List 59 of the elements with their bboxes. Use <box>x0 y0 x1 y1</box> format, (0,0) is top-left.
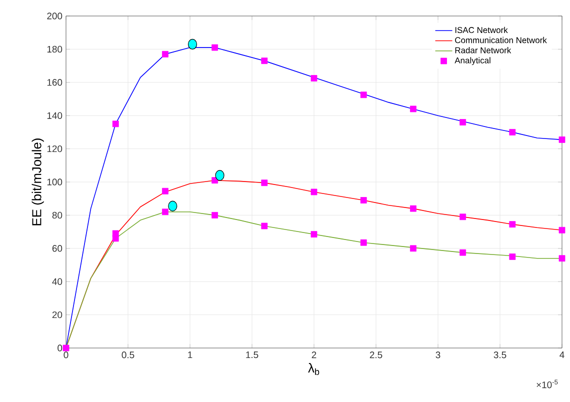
point <box>360 197 367 204</box>
point <box>168 200 178 212</box>
legend-label: ISAC Network <box>455 26 508 34</box>
point <box>162 208 168 216</box>
x-tick-label: 2.5 <box>370 352 382 358</box>
x-tick-label: 3.5 <box>494 352 506 358</box>
y-tick-label: 120 <box>47 145 62 152</box>
point <box>261 180 268 186</box>
y-tick-label: 100 <box>47 178 62 186</box>
point <box>360 92 367 98</box>
point <box>162 50 168 58</box>
x-tick-label: 4 <box>560 352 564 358</box>
point <box>310 188 318 196</box>
point <box>162 188 168 194</box>
point <box>558 136 566 143</box>
x-tick-label: 3 <box>436 352 440 358</box>
point <box>509 129 516 136</box>
point <box>460 214 466 220</box>
point <box>558 226 566 234</box>
point <box>360 239 367 246</box>
point <box>261 58 268 64</box>
x-tick-label: 1.5 <box>246 352 258 358</box>
x-tick-label: 0.5 <box>122 352 134 358</box>
point <box>112 120 119 128</box>
point <box>460 119 466 126</box>
text: ×10$^{-5}$ <box>536 380 558 388</box>
point <box>410 106 416 112</box>
legend-label: Analytical <box>454 57 490 66</box>
point <box>410 205 416 212</box>
point <box>112 235 119 242</box>
point <box>261 222 268 230</box>
y-tick-label: 20 <box>52 311 62 318</box>
legend-label: Radar Network <box>455 47 512 54</box>
x-tick-label: 1 <box>188 352 192 358</box>
y-tick-label: 40 <box>52 278 62 285</box>
legend-label: Communication Network <box>455 36 547 44</box>
point <box>215 170 224 181</box>
point <box>62 344 70 352</box>
y-tick-label: 140 <box>47 112 62 119</box>
point <box>558 255 566 262</box>
point <box>212 44 218 51</box>
point <box>310 231 318 238</box>
y-axis-title: EE (bit/mJoule) <box>32 138 44 226</box>
point <box>509 254 516 260</box>
point <box>188 38 198 50</box>
point <box>460 249 466 256</box>
point <box>410 245 416 252</box>
y-tick-label: 80 <box>52 212 62 219</box>
x-tick-label: 2 <box>312 352 316 358</box>
y-tick-label: 160 <box>47 79 62 86</box>
y-tick-label: 180 <box>47 46 62 53</box>
x-axis-title: λ$_{b}$ <box>308 363 320 375</box>
x-tick-label: 0 <box>64 352 68 358</box>
y-tick-label: 200 <box>47 12 62 20</box>
y-tick-label: 60 <box>52 245 62 252</box>
point <box>310 75 318 82</box>
point <box>509 221 516 228</box>
y-tick-label: 0 <box>58 344 62 352</box>
point <box>212 212 218 218</box>
